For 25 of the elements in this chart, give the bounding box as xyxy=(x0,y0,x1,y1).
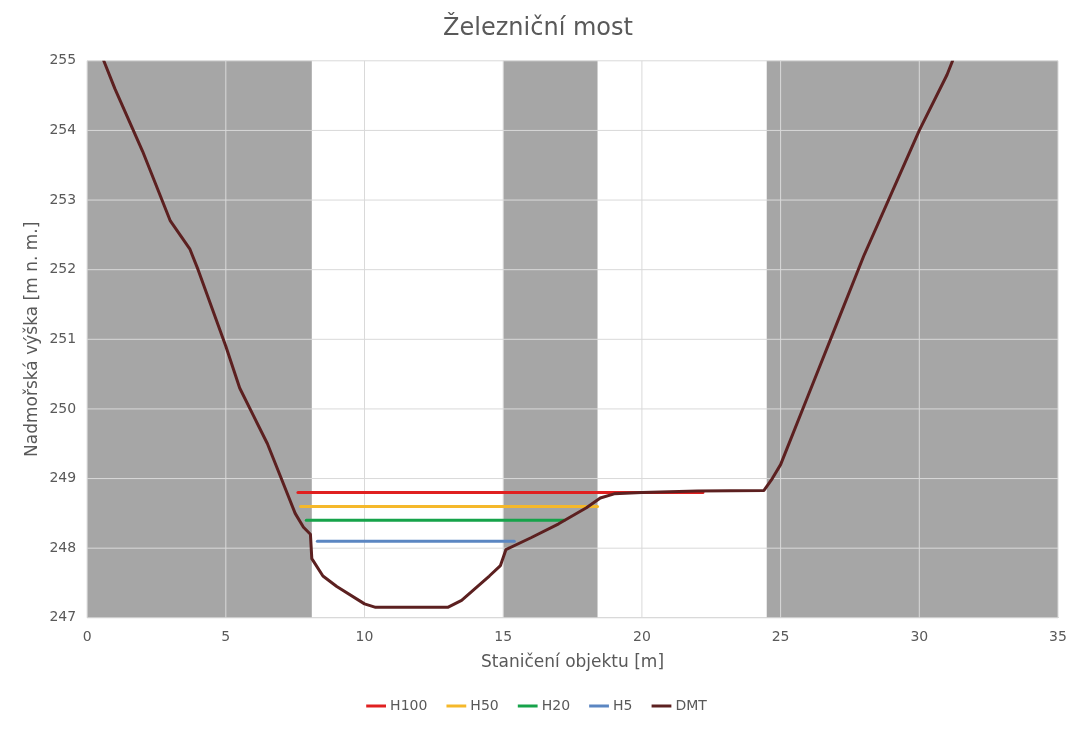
chart-title: Železniční most xyxy=(443,11,633,41)
y-tick-label: 247 xyxy=(49,608,77,625)
y-tick-label: 253 xyxy=(49,190,77,207)
y-tick-label: 255 xyxy=(49,51,77,68)
legend-label: DMT xyxy=(675,696,708,713)
x-tick-label: 5 xyxy=(221,627,231,644)
legend-label: H50 xyxy=(470,696,499,713)
legend-label: H20 xyxy=(541,696,571,713)
x-tick-label: 10 xyxy=(355,627,374,644)
x-axis-title: Staničení objektu [m] xyxy=(481,651,665,672)
x-tick-label: 30 xyxy=(910,627,929,644)
x-tick-label: 0 xyxy=(82,627,92,644)
x-tick-label: 20 xyxy=(633,627,651,644)
y-tick-label: 254 xyxy=(49,121,77,138)
x-tick-label: 25 xyxy=(771,627,790,644)
y-tick-label: 249 xyxy=(49,469,77,486)
legend-label: H5 xyxy=(613,696,633,713)
y-tick-label: 252 xyxy=(49,260,77,277)
y-axis-title: Nadmořská výška [m n. m.] xyxy=(20,221,41,457)
x-tick-label: 15 xyxy=(494,627,513,644)
x-tick-label: 35 xyxy=(1049,627,1067,644)
y-tick-label: 251 xyxy=(49,329,77,346)
legend-label: H100 xyxy=(390,696,428,713)
y-tick-label: 248 xyxy=(49,538,77,555)
y-tick-label: 250 xyxy=(49,399,77,416)
